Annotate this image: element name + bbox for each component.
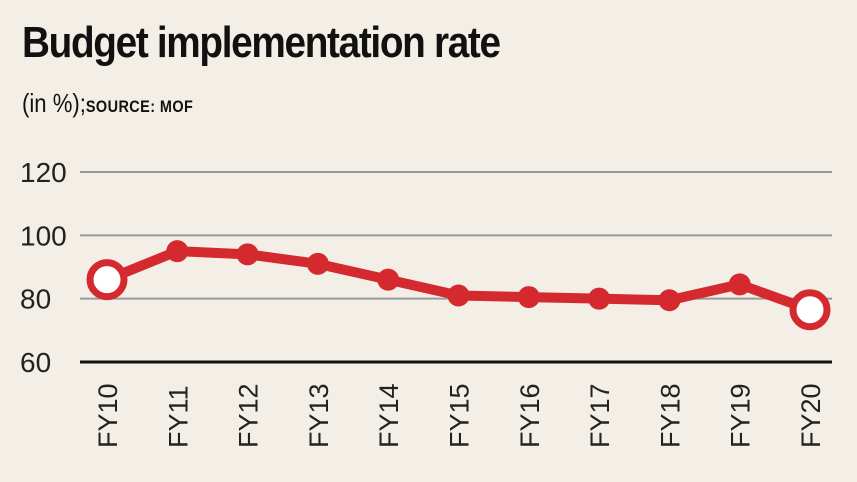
data-point-FY20 xyxy=(789,289,831,331)
y-tick-label-80: 80 xyxy=(20,284,51,315)
data-point-FY11 xyxy=(166,240,189,263)
data-point-FY17 xyxy=(588,287,611,310)
chart-subtitle: (in %);SOURCE: MOF xyxy=(22,88,193,119)
x-tick-label-FY10: FY10 xyxy=(93,383,123,448)
y-tick-label-60: 60 xyxy=(20,347,51,378)
x-tick-label-FY12: FY12 xyxy=(234,383,264,448)
chart-title: Budget implementation rate xyxy=(22,18,501,67)
source-label: SOURCE: MOF xyxy=(85,97,194,116)
data-point-FY15 xyxy=(447,284,470,307)
x-tick-label-FY15: FY15 xyxy=(445,383,475,448)
x-tick-label-FY14: FY14 xyxy=(374,383,404,448)
x-axis-ticks: FY10 FY11 FY12 FY13 FY14 FY15 FY16 FY17 FY18 FY19… xyxy=(93,383,826,448)
x-tick-label-FY11: FY11 xyxy=(163,385,193,448)
data-point-FY19 xyxy=(728,273,751,296)
y-tick-label-100: 100 xyxy=(20,220,67,251)
x-tick-label-FY18: FY18 xyxy=(655,383,685,448)
data-point-FY12 xyxy=(236,243,259,266)
data-points xyxy=(86,240,831,331)
data-point-FY14 xyxy=(377,268,400,291)
x-tick-label-FY20: FY20 xyxy=(796,383,826,448)
x-tick-label-FY13: FY13 xyxy=(304,383,334,448)
data-point-FY18 xyxy=(658,289,681,312)
unit-label: (in %); xyxy=(22,88,86,118)
y-axis-ticks: 60 80 100 120 xyxy=(20,157,67,378)
x-tick-label-FY19: FY19 xyxy=(726,383,756,448)
y-tick-label-120: 120 xyxy=(20,157,67,188)
gridlines xyxy=(80,171,832,364)
data-point-FY10 xyxy=(86,259,128,301)
x-tick-label-FY16: FY16 xyxy=(515,383,545,448)
x-tick-label-FY17: FY17 xyxy=(585,383,615,448)
data-point-FY16 xyxy=(517,286,540,309)
data-point-FY13 xyxy=(306,252,329,275)
